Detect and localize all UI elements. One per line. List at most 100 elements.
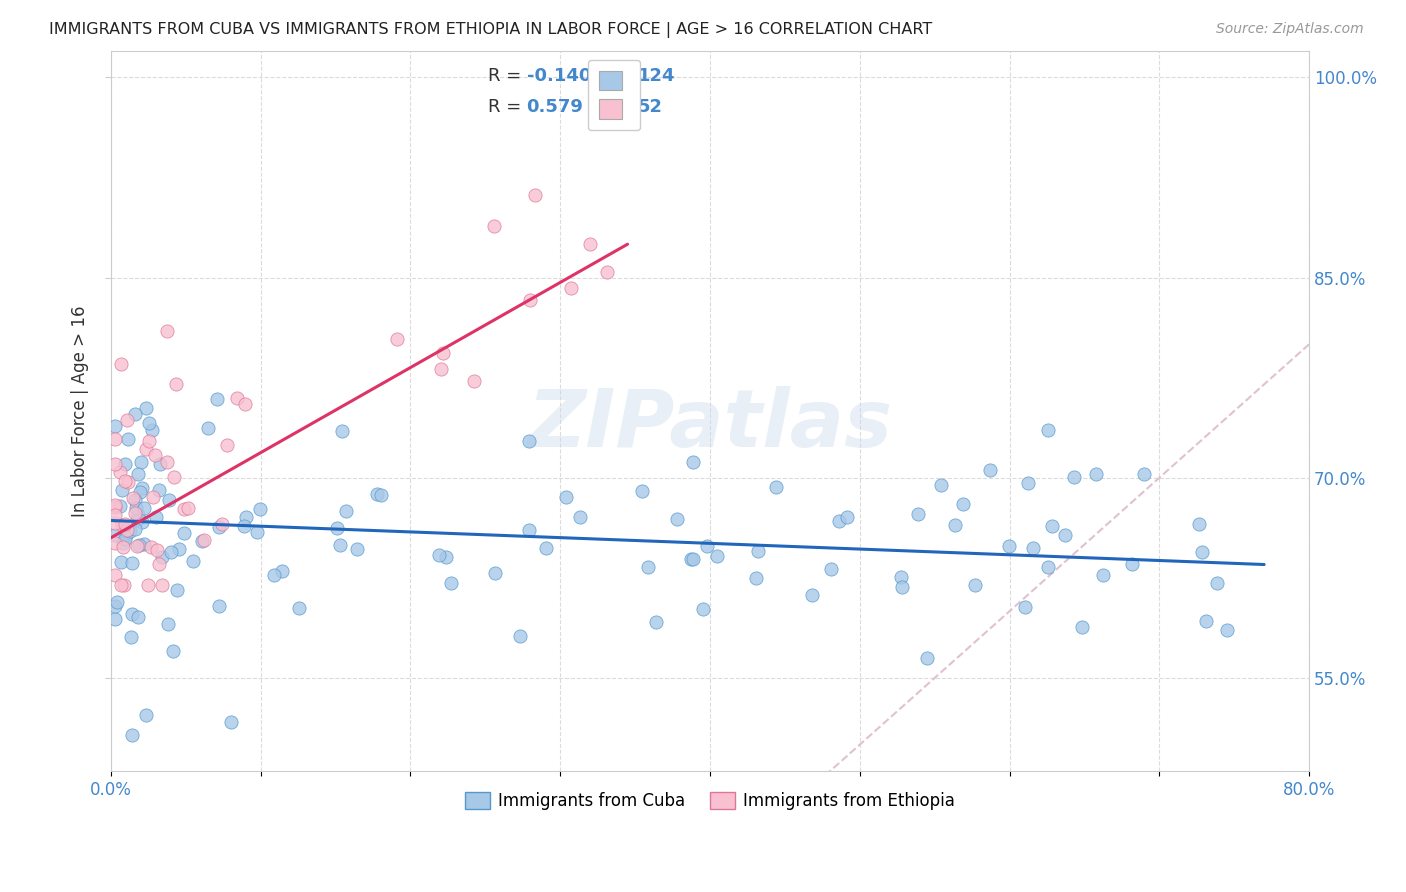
Point: [1191, 545, 1213, 559]
Point: [998, 539, 1021, 553]
Point: [124, 506, 146, 520]
Point: [329, 538, 352, 552]
Point: [136, 577, 159, 591]
Point: [1133, 467, 1156, 482]
Text: 0.579: 0.579: [527, 98, 583, 116]
Point: [696, 540, 718, 554]
Point: [150, 550, 173, 565]
Point: [156, 324, 179, 338]
Point: [132, 500, 155, 515]
Point: [952, 497, 974, 511]
Text: IMMIGRANTS FROM CUBA VS IMMIGRANTS FROM ETHIOPIA IN LABOR FORCE | AGE > 16 CORRE: IMMIGRANTS FROM CUBA VS IMMIGRANTS FROM …: [49, 22, 932, 38]
Point: [135, 442, 157, 457]
Point: [217, 438, 239, 452]
Point: [112, 577, 135, 591]
Point: [745, 571, 768, 585]
Point: [509, 629, 531, 643]
Point: [115, 527, 138, 541]
Point: [226, 391, 249, 405]
Point: [207, 520, 229, 534]
Point: [128, 538, 150, 552]
Point: [1036, 560, 1059, 574]
Point: [1216, 623, 1239, 637]
Point: [157, 492, 180, 507]
Point: [330, 425, 353, 439]
Point: [104, 458, 127, 472]
Point: [125, 513, 148, 527]
Point: [432, 346, 454, 360]
Point: [534, 541, 557, 555]
Point: [127, 508, 149, 522]
Point: [156, 455, 179, 469]
Point: [166, 583, 188, 598]
Point: [129, 454, 152, 468]
Point: [110, 556, 132, 570]
Point: [143, 448, 166, 462]
Point: [146, 543, 169, 558]
Point: [131, 515, 153, 529]
Point: [121, 557, 143, 571]
Point: [517, 524, 540, 538]
Point: [138, 434, 160, 448]
Point: [820, 562, 842, 576]
Point: [114, 517, 136, 532]
Point: [117, 523, 139, 537]
Point: [517, 434, 540, 449]
Point: [434, 550, 457, 565]
Point: [679, 552, 702, 566]
Point: [104, 535, 127, 549]
Point: [1121, 557, 1143, 571]
Point: [440, 576, 463, 591]
Point: [1070, 620, 1092, 634]
Point: [827, 514, 849, 528]
Point: [907, 507, 929, 521]
Point: [108, 465, 131, 479]
Point: [747, 543, 769, 558]
Text: ZIPatlas: ZIPatlas: [527, 386, 893, 465]
Point: [148, 483, 170, 498]
Point: [208, 599, 231, 613]
Point: [105, 595, 128, 609]
Point: [104, 599, 127, 614]
Point: [181, 554, 204, 568]
Point: [165, 377, 187, 392]
Point: [366, 487, 388, 501]
Point: [890, 580, 912, 594]
Point: [482, 219, 505, 234]
Point: [666, 512, 689, 526]
Point: [915, 651, 938, 665]
Point: [173, 501, 195, 516]
Point: [121, 607, 143, 621]
Point: [139, 540, 162, 554]
Text: N =: N =: [606, 67, 645, 85]
Point: [134, 708, 156, 723]
Point: [963, 578, 986, 592]
Point: [219, 714, 242, 729]
Point: [120, 630, 142, 644]
Point: [156, 616, 179, 631]
Point: [135, 401, 157, 416]
Point: [104, 516, 127, 531]
Point: [463, 374, 485, 388]
Point: [929, 478, 952, 492]
Point: [162, 644, 184, 658]
Point: [177, 500, 200, 515]
Point: [111, 540, 134, 554]
Point: [167, 542, 190, 557]
Point: [427, 548, 450, 562]
Point: [346, 542, 368, 557]
Text: R =: R =: [488, 67, 527, 85]
Point: [114, 475, 136, 489]
Point: [637, 559, 659, 574]
Point: [232, 519, 254, 533]
Point: [108, 499, 131, 513]
Point: [484, 566, 506, 580]
Point: [263, 568, 285, 582]
Point: [555, 490, 578, 504]
Point: [162, 470, 184, 484]
Point: [111, 518, 134, 533]
Point: [104, 498, 127, 512]
Text: 52: 52: [638, 98, 664, 116]
Point: [1017, 475, 1039, 490]
Point: [125, 501, 148, 516]
